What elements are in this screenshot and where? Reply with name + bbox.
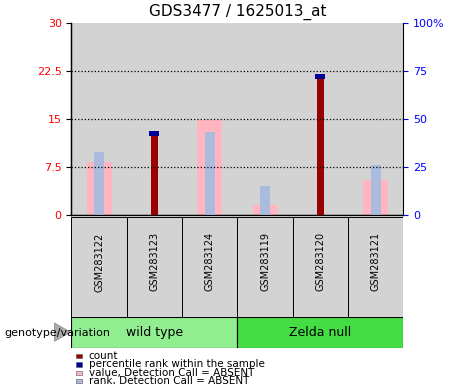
Text: genotype/variation: genotype/variation	[5, 328, 111, 338]
Bar	[315, 74, 325, 79]
Bar	[371, 165, 381, 215]
Bar	[237, 23, 293, 215]
Bar	[293, 23, 348, 215]
Bar	[87, 162, 112, 215]
Text: value, Detection Call = ABSENT: value, Detection Call = ABSENT	[89, 368, 254, 378]
Bar	[71, 317, 237, 348]
Bar	[182, 217, 237, 317]
Polygon shape	[54, 323, 71, 341]
Bar	[260, 186, 270, 215]
Bar	[197, 120, 222, 215]
Text: rank, Detection Call = ABSENT: rank, Detection Call = ABSENT	[89, 376, 249, 384]
Bar	[237, 317, 403, 348]
Bar	[363, 180, 388, 215]
Text: GSM283120: GSM283120	[315, 232, 325, 291]
Bar	[71, 23, 127, 215]
Bar	[253, 205, 278, 215]
Text: wild type: wild type	[126, 326, 183, 339]
Bar	[237, 217, 293, 317]
Bar	[205, 132, 215, 215]
Text: Zelda null: Zelda null	[289, 326, 352, 339]
Text: GSM283119: GSM283119	[260, 232, 270, 291]
Text: percentile rank within the sample: percentile rank within the sample	[89, 359, 265, 369]
Text: GSM283123: GSM283123	[149, 232, 160, 291]
Bar	[348, 217, 403, 317]
Text: GSM283122: GSM283122	[94, 232, 104, 291]
Text: count: count	[89, 351, 118, 361]
Text: GSM283124: GSM283124	[205, 232, 215, 291]
Text: GSM283121: GSM283121	[371, 232, 381, 291]
Bar	[182, 23, 237, 215]
Bar	[94, 152, 104, 215]
Bar	[293, 217, 348, 317]
Bar	[151, 133, 158, 215]
Bar	[71, 217, 127, 317]
Bar	[348, 23, 403, 215]
Bar	[127, 23, 182, 215]
Bar	[317, 76, 324, 215]
Bar	[149, 131, 160, 136]
Bar	[127, 217, 182, 317]
Title: GDS3477 / 1625013_at: GDS3477 / 1625013_at	[148, 4, 326, 20]
